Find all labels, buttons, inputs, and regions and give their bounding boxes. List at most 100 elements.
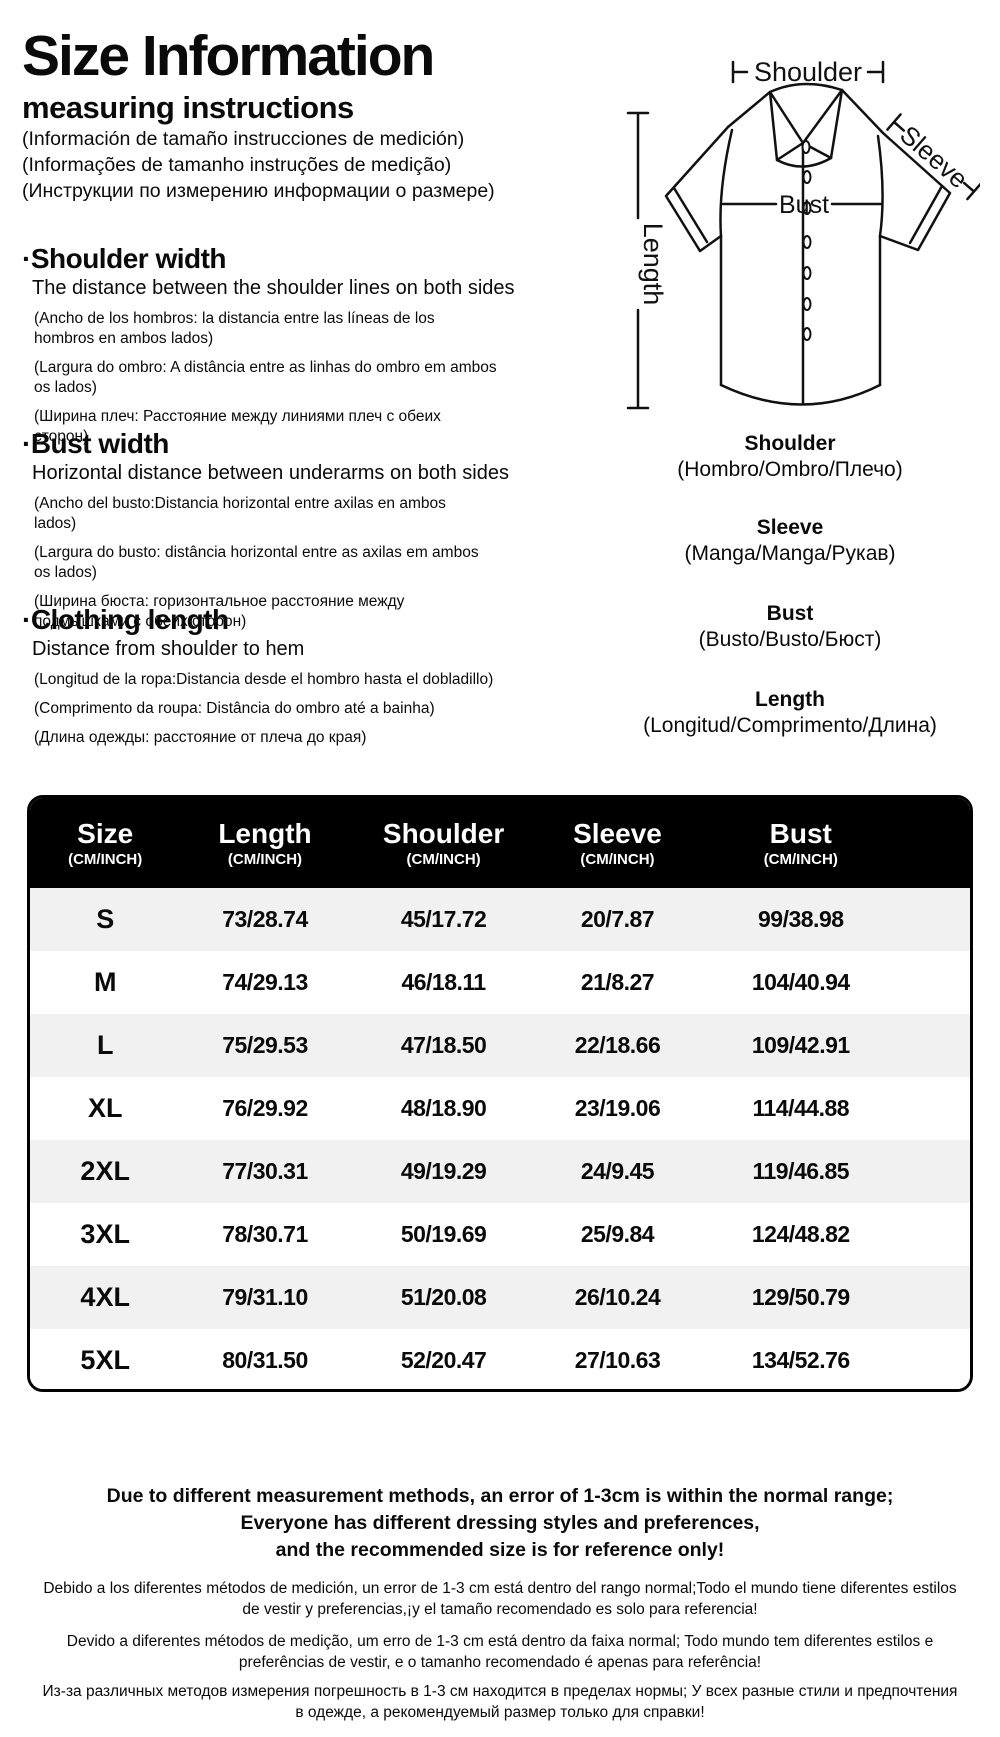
column-label: Bust — [769, 818, 832, 849]
column-header-size: Size (CM/INCH) — [30, 818, 180, 868]
shoulder-cell: 45/17.72 — [400, 906, 487, 932]
section-translation-ru: (Длина одежды: расстояние от плеча до кр… — [34, 729, 367, 746]
length-diagram-label: Length — [638, 223, 668, 306]
shirt-diagram-svg: Shoulder Length — [626, 57, 982, 410]
legend-term: Bust — [766, 602, 814, 625]
disclaimer-spanish: Debido a los diferentes métodos de medic… — [43, 1580, 957, 1618]
legend-translation: (Manga/Manga/Рукав) — [684, 542, 896, 565]
section-description: The distance between the shoulder lines … — [32, 277, 515, 299]
bust-cell: 134/52.76 — [751, 1347, 850, 1373]
section-description: Distance from shoulder to hem — [32, 638, 305, 660]
disclaimer-portuguese: Devido a diferentes métodos de medição, … — [66, 1633, 934, 1671]
size-cell: S — [96, 904, 115, 934]
column-header-shoulder: Shoulder (CM/INCH) — [350, 818, 538, 868]
page-title: Size Information — [22, 24, 435, 88]
legend-item-shoulder: Shoulder (Hombro/Ombro/Плечо) — [590, 432, 990, 482]
legend-term: Length — [755, 688, 825, 711]
length-cell: 80/31.50 — [222, 1347, 308, 1373]
length-cell: 74/29.13 — [222, 969, 308, 995]
section-shoulder-width: ·Shoulder width The distance between the… — [22, 243, 515, 447]
shirt-measurement-diagram: Shoulder Length — [600, 50, 982, 430]
shoulder-cell: 49/19.29 — [400, 1158, 487, 1184]
header: Size Information measuring instructions … — [22, 24, 562, 204]
table-row-l: L 75/29.53 47/18.50 22/18.66 109/42.91 — [30, 1014, 970, 1077]
bust-cell: 99/38.98 — [758, 906, 844, 932]
table-row-4xl: 4XL 79/31.10 51/20.08 26/10.24 129/50.79 — [30, 1266, 970, 1329]
sleeve-cell: 26/10.24 — [574, 1284, 661, 1310]
column-label: Length — [218, 818, 312, 849]
column-header-length: Length (CM/INCH) — [180, 818, 349, 868]
table-row-s: S 73/28.74 45/17.72 20/7.87 99/38.98 — [30, 888, 970, 951]
legend-item-length: Length (Longitud/Comprimento/Длина) — [590, 688, 990, 738]
section-description: Horizontal distance between underarms on… — [32, 462, 509, 484]
bust-measure-marker: Bust — [721, 191, 883, 219]
page-subtitle: measuring instructions — [22, 89, 354, 125]
bust-cell: 104/40.94 — [751, 969, 850, 995]
disclaimer-english: Due to different measurement methods, an… — [0, 1483, 1000, 1564]
disclaimer-russian: Из-за различных методов измерения погреш… — [42, 1683, 958, 1721]
bust-cell: 119/46.85 — [752, 1158, 850, 1184]
size-table-header: Size (CM/INCH) Length (CM/INCH) Shoulder… — [30, 798, 970, 888]
size-cell: L — [96, 1030, 114, 1060]
sleeve-cell: 20/7.87 — [580, 906, 655, 932]
size-cell: M — [93, 967, 117, 997]
subtitle-translation-pt: (Informações de tamanho instruções de me… — [22, 153, 452, 176]
shirt-buttons — [801, 140, 812, 341]
bust-diagram-label: Bust — [779, 191, 829, 219]
table-row-3xl: 3XL 78/30.71 50/19.69 25/9.84 124/48.82 — [30, 1203, 970, 1266]
column-header-sleeve: Sleeve (CM/INCH) — [538, 818, 698, 868]
sleeve-cell: 22/18.66 — [574, 1032, 661, 1058]
legend-item-sleeve: Sleeve (Manga/Manga/Рукав) — [590, 516, 990, 566]
length-measure-marker: Length — [626, 111, 668, 410]
section-translation-pt: (Comprimento da roupa: Distância do ombr… — [34, 700, 435, 717]
shoulder-cell: 52/20.47 — [400, 1347, 487, 1373]
column-label: Shoulder — [382, 818, 505, 849]
column-label: Size — [77, 818, 134, 849]
sleeve-cell: 23/19.06 — [574, 1095, 661, 1121]
section-clothing-length: ·Clothing length Distance from shoulder … — [22, 604, 534, 748]
legend-translation: (Hombro/Ombro/Плечо) — [677, 458, 903, 481]
section-translation-ru: (Ширина плеч: Расстояние между линиями п… — [34, 408, 441, 445]
shoulder-diagram-label: Shoulder — [754, 57, 862, 87]
legend-term: Shoulder — [744, 432, 836, 455]
size-cell: 4XL — [80, 1282, 130, 1312]
size-cell: 5XL — [80, 1345, 130, 1375]
column-unit: (CM/INCH) — [763, 851, 838, 868]
bust-cell: 129/50.79 — [751, 1284, 850, 1310]
disclaimer-line: Due to different measurement methods, an… — [106, 1485, 894, 1507]
section-translation-es: (Ancho del busto:Distancia horizontal en… — [34, 495, 446, 532]
length-cell: 75/29.53 — [222, 1032, 308, 1058]
table-row-xl: XL 76/29.92 48/18.90 23/19.06 114/44.88 — [30, 1077, 970, 1140]
section-title: ·Bust width — [22, 428, 169, 459]
shoulder-cell: 51/20.08 — [400, 1284, 487, 1310]
column-unit: (CM/INCH) — [580, 851, 655, 868]
shoulder-cell: 46/18.11 — [401, 969, 486, 995]
column-unit: (CM/INCH) — [68, 851, 143, 868]
size-table: Size (CM/INCH) Length (CM/INCH) Shoulder… — [27, 795, 973, 1392]
shirt-outline — [664, 82, 952, 406]
length-cell: 76/29.92 — [222, 1095, 308, 1121]
sleeve-diagram-label: Sleeve — [894, 119, 974, 194]
shoulder-cell: 47/18.50 — [400, 1032, 487, 1058]
column-unit: (CM/INCH) — [406, 851, 481, 868]
length-cell: 79/31.10 — [222, 1284, 308, 1310]
section-translation-pt: (Largura do ombro: A distância entre as … — [34, 359, 497, 396]
section-bust-width: ·Bust width Horizontal distance between … — [22, 428, 509, 632]
disclaimer-line: Everyone has different dressing styles a… — [240, 1512, 760, 1534]
section-title: ·Clothing length — [22, 604, 229, 635]
table-row-2xl: 2XL 77/30.31 49/19.29 24/9.45 119/46.85 — [30, 1140, 970, 1203]
sleeve-cell: 25/9.84 — [580, 1221, 655, 1247]
subtitle-translation-ru: (Инструкции по измерению информации о ра… — [22, 179, 495, 202]
section-title: ·Shoulder width — [22, 243, 227, 274]
column-unit: (CM/INCH) — [227, 851, 303, 868]
sleeve-measure-marker: Sleeve — [886, 113, 982, 201]
table-row-m: M 74/29.13 46/18.11 21/8.27 104/40.94 — [30, 951, 970, 1014]
length-cell: 78/30.71 — [222, 1221, 308, 1247]
subtitle-translation-es: (Información de tamaño instrucciones de … — [22, 127, 465, 150]
section-translation-es: (Longitud de la ropa:Distancia desde el … — [34, 671, 494, 688]
bust-cell: 109/42.91 — [751, 1032, 850, 1058]
bust-cell: 124/48.82 — [751, 1221, 850, 1247]
section-translation-es: (Ancho de los hombros: la distancia entr… — [34, 310, 435, 347]
sleeve-cell: 27/10.63 — [574, 1347, 661, 1373]
